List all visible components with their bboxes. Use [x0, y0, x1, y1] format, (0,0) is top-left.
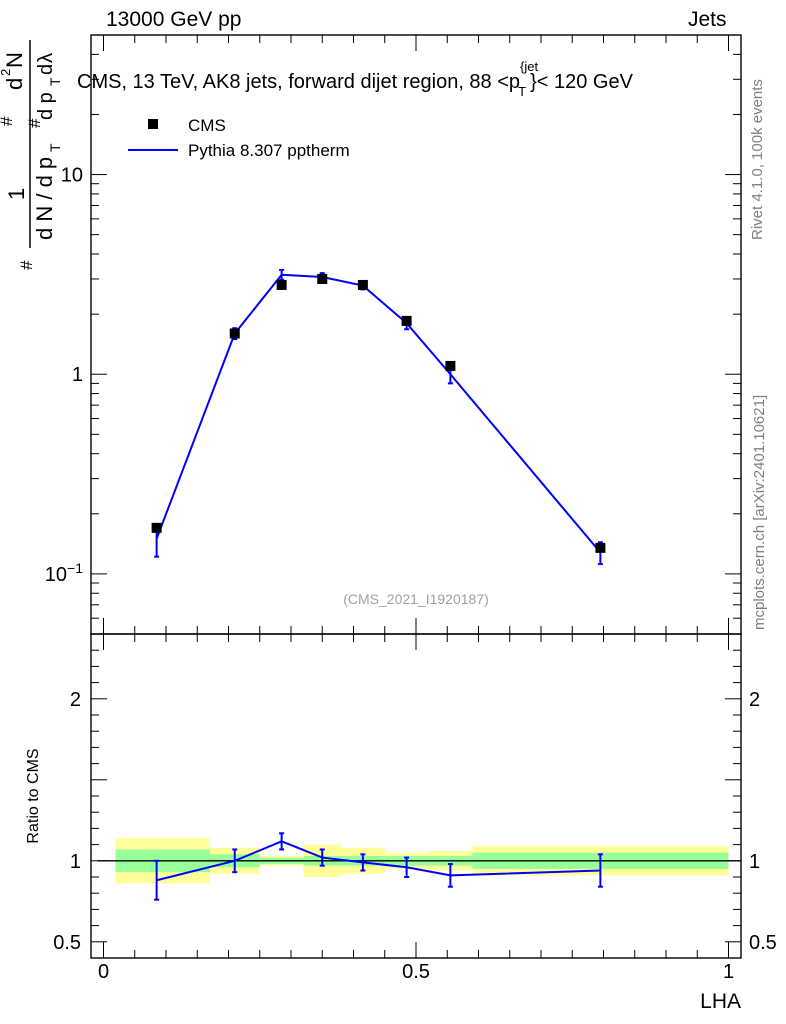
- ratio-y-tick-label: 0.5: [53, 932, 81, 954]
- y-axis-label-sub: T: [47, 77, 63, 86]
- y-axis-label-hash: #: [17, 260, 36, 270]
- rivet-label: Rivet 4.1.0, 100k events: [749, 79, 766, 240]
- source-label: mcplots.cern.ch [arXiv:2401.10621]: [751, 395, 768, 630]
- y-axis-label-power: 2: [0, 69, 13, 76]
- legend-data-label: CMS: [188, 116, 226, 135]
- y-axis-label-d: d: [2, 78, 27, 90]
- header-left: 13000 GeV pp: [106, 8, 242, 31]
- legend-mc-label: Pythia 8.307 pptherm: [188, 141, 350, 160]
- y-tick-label: 1: [72, 364, 83, 386]
- data-point: [595, 542, 606, 553]
- data-point: [317, 273, 328, 284]
- ratio-y-tick-label-right: 0.5: [749, 932, 777, 954]
- data-point: [357, 279, 368, 290]
- ratio-mc-line: [156, 840, 601, 882]
- y-axis-label-dlambda-d: d: [35, 64, 57, 75]
- ratio-y-tick-label: 2: [70, 689, 81, 711]
- mc-line: [155, 273, 602, 554]
- y-tick-label: 10: [61, 165, 83, 187]
- y-axis-label-hash: #: [0, 116, 16, 126]
- x-axis-label: LHA: [700, 990, 741, 1013]
- data-point: [445, 360, 456, 371]
- y-axis-label-hash: #: [25, 118, 44, 128]
- y-axis-label-dp: d p: [35, 92, 57, 120]
- y-axis-label-lambda: λ: [35, 53, 57, 63]
- x-tick-label: 1: [723, 961, 734, 983]
- chart-title: CMS, 13 TeV, AK8 jets, forward dijet reg…: [77, 59, 634, 99]
- data-point: [229, 328, 240, 339]
- y-axis-label-n: N: [2, 52, 27, 68]
- ratio-y-tick-label-right: 2: [749, 689, 760, 711]
- ratio-frame: [90, 633, 742, 959]
- analysis-id: (CMS_2021_I1920187): [343, 591, 489, 607]
- data-point: [151, 522, 162, 533]
- header-right: Jets: [688, 8, 727, 31]
- y-axis-label-one: 1: [4, 188, 29, 200]
- ratio-y-tick-label: 1: [70, 851, 81, 873]
- data-point: [401, 315, 412, 326]
- legend-data-marker: [148, 119, 158, 129]
- ratio-y-axis-label: Ratio to CMS: [25, 748, 42, 843]
- ratio-y-tick-label-right: 1: [749, 851, 760, 873]
- data-point: [276, 279, 287, 290]
- y-axis-label-denominator: d N / d p: [32, 157, 57, 240]
- x-tick-label: 0: [98, 961, 109, 983]
- y-tick-label: 10−1: [45, 560, 83, 586]
- y-axis-label-sub: T: [47, 143, 63, 152]
- x-tick-label: 0.5: [402, 961, 430, 983]
